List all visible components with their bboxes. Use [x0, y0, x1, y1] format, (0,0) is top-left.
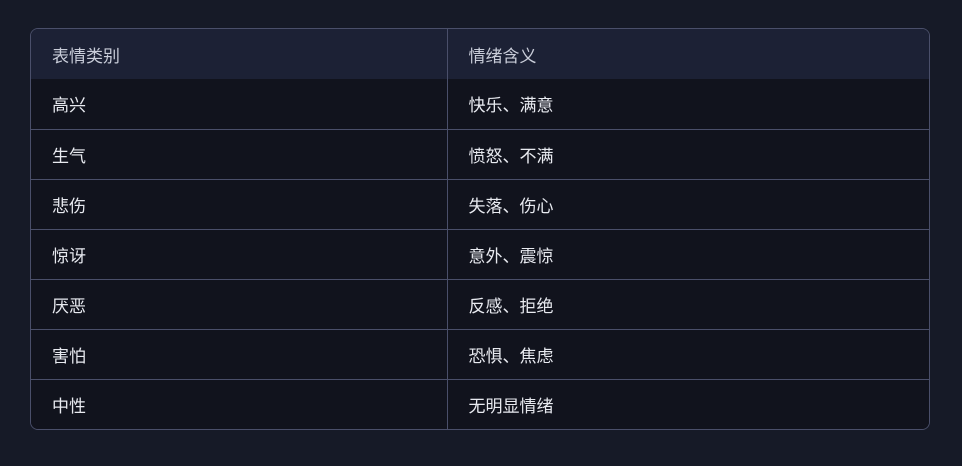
cell-meaning: 反感、拒绝 — [446, 279, 929, 329]
table-row: 高兴 快乐、满意 — [31, 79, 929, 129]
cell-category: 高兴 — [31, 79, 447, 129]
table-row: 害怕 恐惧、焦虑 — [31, 329, 929, 379]
column-header-category: 表情类别 — [31, 29, 447, 79]
table-row: 惊讶 意外、震惊 — [31, 229, 929, 279]
cell-category: 害怕 — [31, 329, 447, 379]
cell-category: 厌恶 — [31, 279, 447, 329]
table-row: 生气 愤怒、不满 — [31, 129, 929, 179]
cell-meaning: 失落、伤心 — [446, 179, 929, 229]
cell-category: 悲伤 — [31, 179, 447, 229]
emotion-table: 表情类别 情绪含义 高兴 快乐、满意 生气 愤怒、不满 悲伤 失落、伤心 惊讶 意外、震惊 厌恶… — [31, 29, 929, 429]
cell-meaning: 恐惧、焦虑 — [446, 329, 929, 379]
cell-category: 中性 — [31, 379, 447, 429]
cell-meaning: 无明显情绪 — [446, 379, 929, 429]
cell-category: 生气 — [31, 129, 447, 179]
cell-category: 惊讶 — [31, 229, 447, 279]
table-row: 厌恶 反感、拒绝 — [31, 279, 929, 329]
cell-meaning: 愤怒、不满 — [446, 129, 929, 179]
cell-meaning: 快乐、满意 — [446, 79, 929, 129]
table-row: 中性 无明显情绪 — [31, 379, 929, 429]
cell-meaning: 意外、震惊 — [446, 229, 929, 279]
table-header-row: 表情类别 情绪含义 — [31, 29, 929, 79]
table-row: 悲伤 失落、伤心 — [31, 179, 929, 229]
emotion-table-container: 表情类别 情绪含义 高兴 快乐、满意 生气 愤怒、不满 悲伤 失落、伤心 惊讶 意外、震惊 厌恶… — [30, 28, 930, 430]
column-header-meaning: 情绪含义 — [446, 29, 929, 79]
